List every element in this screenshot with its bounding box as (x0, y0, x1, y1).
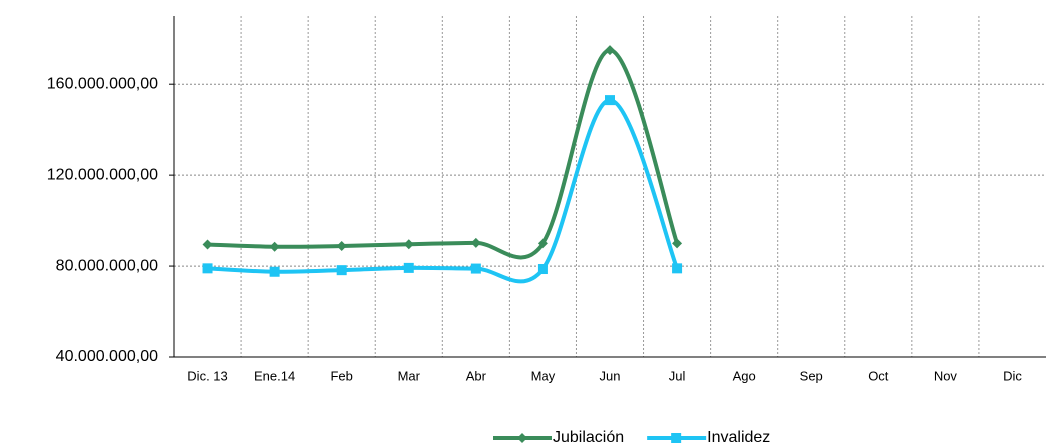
data-point (269, 266, 280, 277)
data-point (672, 238, 683, 249)
data-point (537, 238, 548, 249)
data-point (202, 239, 213, 250)
x-tick-label: Jun (600, 368, 621, 383)
y-tick-label: 120.000.000,00 (47, 166, 158, 183)
x-tick-label: Abr (466, 368, 487, 383)
series-line (207, 98, 679, 284)
x-tick-label: Mar (398, 368, 421, 383)
x-tick-label: Ago (733, 368, 756, 383)
data-point (336, 241, 347, 252)
legend-label: Invalidez (707, 429, 770, 446)
data-point (336, 265, 347, 276)
data-point (672, 263, 683, 274)
data-point (202, 263, 213, 274)
x-tick-label: Oct (868, 368, 889, 383)
x-tick-label: Sep (800, 368, 823, 383)
data-point (537, 264, 548, 275)
data-point (470, 263, 481, 274)
x-tick-label: Dic (1003, 368, 1022, 383)
x-tick-label: Nov (934, 368, 958, 383)
x-tick-label: May (531, 368, 556, 383)
y-tick-label: 160.000.000,00 (47, 75, 158, 92)
data-point (403, 239, 414, 250)
legend-marker (671, 433, 682, 443)
data-point (605, 95, 615, 106)
data-point (605, 45, 615, 56)
x-tick-label: Jul (669, 368, 686, 383)
y-tick-label: 80.000.000,00 (56, 257, 158, 274)
y-tick-label: 40.000.000,00 (56, 348, 158, 365)
x-tick-label: Ene.14 (254, 368, 295, 383)
legend-marker (517, 433, 527, 443)
data-point (269, 241, 280, 252)
data-point (470, 237, 481, 248)
x-tick-label: Dic. 13 (187, 368, 227, 383)
x-tick-label: Feb (330, 368, 352, 383)
legend-label: Jubilación (553, 429, 624, 446)
data-point (403, 262, 414, 273)
